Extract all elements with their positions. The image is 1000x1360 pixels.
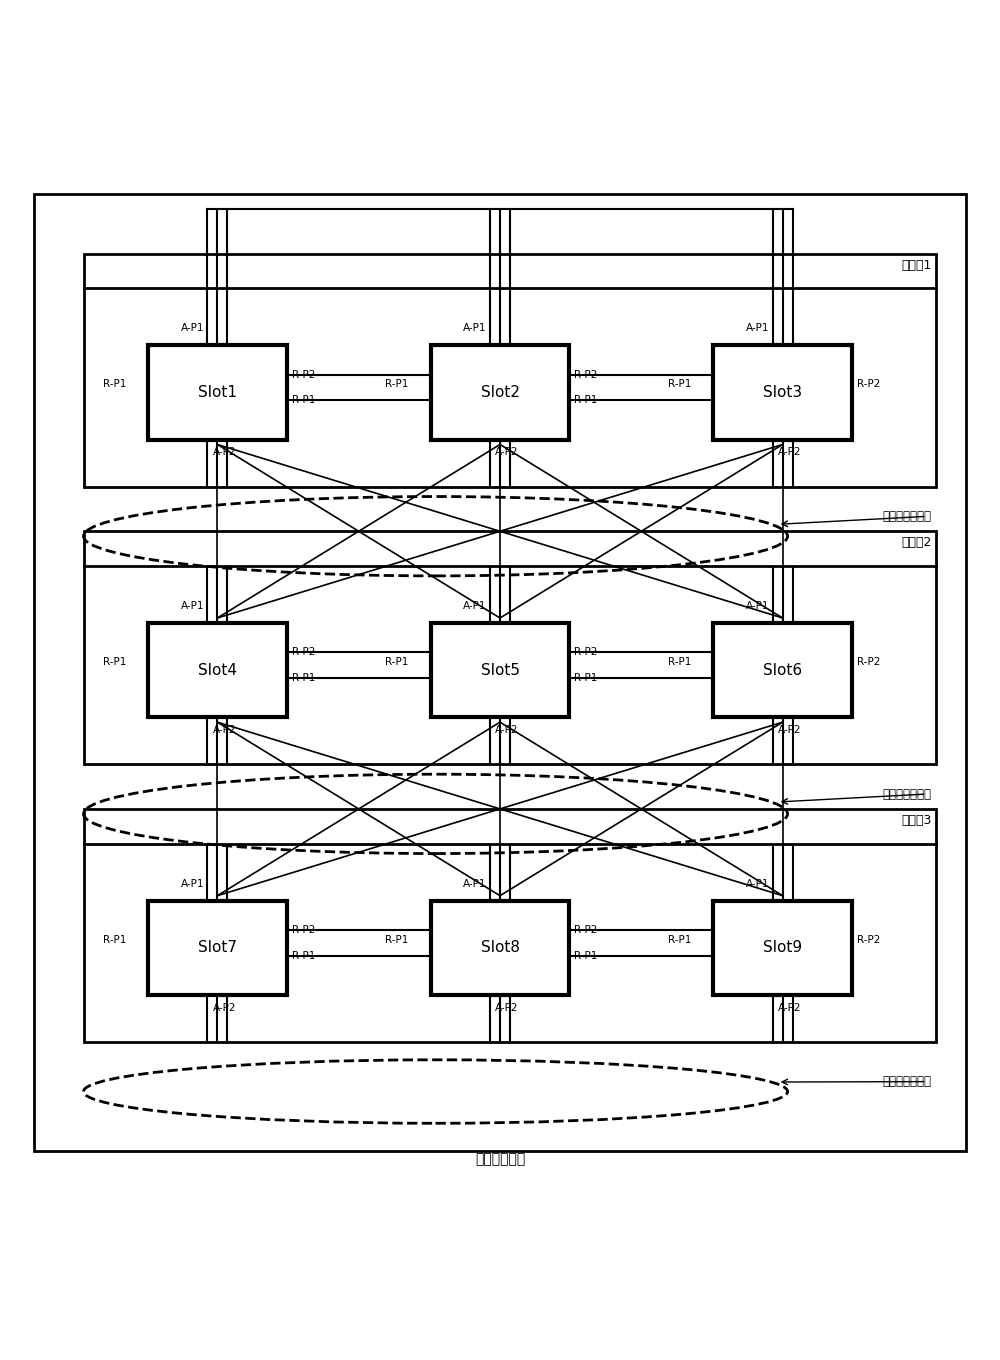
Text: R-P1: R-P1 [385,657,409,668]
Text: Slot7: Slot7 [198,940,237,955]
Text: A-P2: A-P2 [495,725,519,736]
Text: R-P1: R-P1 [574,396,598,405]
Bar [148,345,287,439]
Text: R-P2: R-P2 [292,925,315,934]
Text: R-P1: R-P1 [385,379,409,389]
Text: R-P1: R-P1 [103,379,126,389]
Text: 堆叠组3: 堆叠组3 [901,813,931,827]
Text: R-P1: R-P1 [103,934,126,945]
Text: A-P2: A-P2 [213,1002,236,1013]
Text: 组间堆叠聚合组: 组间堆叠聚合组 [882,1076,931,1088]
Bar [431,345,569,439]
Text: Slot3: Slot3 [763,385,802,400]
Text: Slot9: Slot9 [763,940,802,955]
Text: R-P1: R-P1 [292,396,315,405]
Text: Slot2: Slot2 [481,385,520,400]
Text: R-P1: R-P1 [668,657,691,668]
Text: R-P2: R-P2 [574,647,598,657]
Text: R-P1: R-P1 [292,673,315,683]
Text: R-P1: R-P1 [574,951,598,960]
Text: Slot5: Slot5 [481,662,520,677]
Bar [84,809,936,1042]
Bar [431,623,569,717]
Text: A-P1: A-P1 [463,601,487,611]
Text: Slot6: Slot6 [763,662,802,677]
Text: Slot8: Slot8 [481,940,520,955]
Text: A-P1: A-P1 [463,879,487,888]
Text: R-P1: R-P1 [292,951,315,960]
Text: A-P1: A-P1 [463,324,487,333]
Text: R-P1: R-P1 [385,934,409,945]
Text: R-P2: R-P2 [574,370,598,379]
Text: A-P1: A-P1 [746,879,769,888]
Text: 堆叠组2: 堆叠组2 [901,536,931,549]
Bar [431,900,569,996]
Text: A-P1: A-P1 [181,324,204,333]
Bar [148,900,287,996]
Bar [713,623,852,717]
Text: 组间堆叠聚合组: 组间堆叠聚合组 [882,510,931,522]
Bar [713,345,852,439]
Text: R-P2: R-P2 [292,370,315,379]
Text: A-P2: A-P2 [213,447,236,457]
Text: A-P2: A-P2 [778,725,801,736]
Text: 组间堆叠聚合组: 组间堆叠聚合组 [882,787,931,801]
Text: 矩阵堆叠系统: 矩阵堆叠系统 [475,1152,525,1166]
Text: R-P1: R-P1 [103,657,126,668]
Text: A-P1: A-P1 [181,879,204,888]
Bar [713,900,852,996]
Text: R-P1: R-P1 [668,934,691,945]
Text: A-P1: A-P1 [181,601,204,611]
Text: R-P2: R-P2 [574,925,598,934]
Bar [148,623,287,717]
Text: A-P2: A-P2 [495,1002,519,1013]
Text: Slot4: Slot4 [198,662,237,677]
Text: 堆叠组1: 堆叠组1 [901,258,931,272]
Text: A-P1: A-P1 [746,324,769,333]
Text: R-P2: R-P2 [857,934,880,945]
Text: R-P1: R-P1 [668,379,691,389]
Text: R-P2: R-P2 [292,647,315,657]
Bar [84,253,936,487]
Text: A-P2: A-P2 [778,1002,801,1013]
Text: A-P1: A-P1 [746,601,769,611]
Bar [84,532,936,764]
Text: A-P2: A-P2 [495,447,519,457]
Text: R-P1: R-P1 [574,673,598,683]
Text: A-P2: A-P2 [778,447,801,457]
Text: Slot1: Slot1 [198,385,237,400]
Text: R-P2: R-P2 [857,379,880,389]
Text: A-P2: A-P2 [213,725,236,736]
Text: R-P2: R-P2 [857,657,880,668]
